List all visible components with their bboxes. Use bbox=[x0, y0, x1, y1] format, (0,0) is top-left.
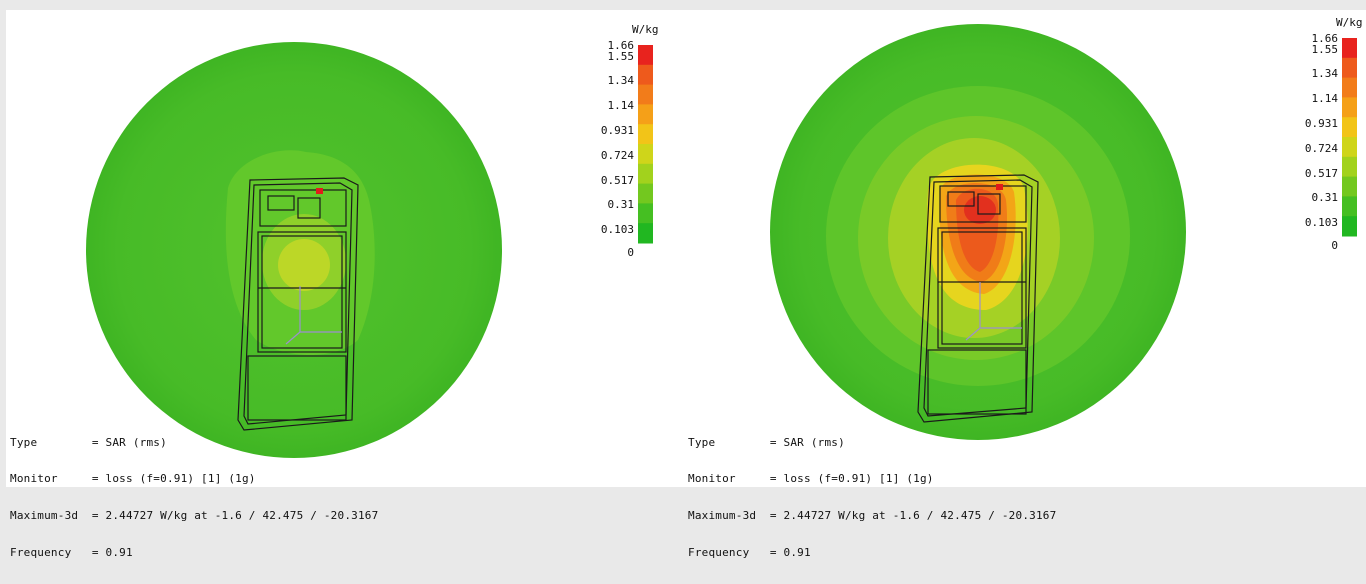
sar-panel-right: W/kg 1.66 1.55 1.34 1.14 0.931 0.724 0.517 0.31… bbox=[684, 10, 1366, 559]
colorbar-tick-label: 0.31 bbox=[608, 198, 635, 211]
frequency-value: = 0.91 bbox=[769, 546, 811, 560]
colorbar-segment bbox=[1342, 216, 1357, 237]
colorbar-segment bbox=[1342, 117, 1357, 138]
type-label: Type bbox=[688, 435, 716, 449]
colorbar-segment bbox=[638, 64, 653, 86]
colorbar-tick-label: 0.931 bbox=[601, 124, 634, 137]
sar-hotspot-peak bbox=[964, 196, 996, 224]
monitor-value: = loss (f=0.91) [1] (1g) bbox=[769, 472, 934, 486]
type-value: = SAR (rms) bbox=[769, 435, 845, 449]
colorbar-tick-label: 1.66 bbox=[608, 39, 635, 52]
colorbar-tick-label: 0 bbox=[1331, 239, 1338, 252]
sar-panel-left: W/kg 1.66 1.55 1.34 1.14 0.931 0.724 0.517 0.31… bbox=[6, 10, 684, 559]
frequency-label: Frequency bbox=[688, 546, 750, 560]
type-value: = SAR (rms) bbox=[91, 435, 167, 449]
colorbar-segment bbox=[1342, 156, 1357, 178]
colorbar-tick-label: 0.517 bbox=[601, 174, 634, 187]
colorbar-segment bbox=[638, 144, 653, 165]
colorbar-tick-label: 1.14 bbox=[1312, 92, 1339, 105]
maximum-label: Maximum-3d bbox=[10, 509, 79, 523]
frequency-label: Frequency bbox=[10, 546, 72, 560]
phone-model-outline bbox=[917, 174, 1039, 423]
maximum-value: = 2.44727 W/kg at -1.6 / 42.475 / -20.31… bbox=[769, 509, 1057, 523]
colorbar-segment bbox=[638, 223, 653, 244]
monitor-value: = loss (f=0.91) [1] (1g) bbox=[91, 472, 256, 486]
colorbar-segment bbox=[638, 163, 653, 185]
colorbar-segment bbox=[638, 84, 653, 105]
sar-comparison-page: W/kg 1.66 1.55 1.34 1.14 0.931 0.724 0.517 0.31… bbox=[6, 10, 1366, 559]
feed-point-marker bbox=[316, 188, 323, 194]
colorbar-left: W/kg 1.661.55 1.34 1.14 0.931 0.724 0.517 0.31… bbox=[601, 23, 659, 259]
colorbar-tick-label: 1.14 bbox=[608, 99, 635, 112]
maximum-value: = 2.44727 W/kg at -1.6 / 42.475 / -20.31… bbox=[91, 509, 379, 523]
colorbar-segment bbox=[1342, 176, 1357, 197]
colorbar-segment bbox=[1342, 137, 1357, 158]
colorbar-tick-label: 1.55 bbox=[608, 50, 635, 63]
colorbar-segment bbox=[638, 104, 653, 125]
sar-plot-right: W/kg 1.661.55 1.34 1.14 0.931 0.724 0.517 0.31… bbox=[770, 16, 1363, 440]
phone-model-outline bbox=[237, 177, 359, 431]
type-label: Type bbox=[10, 435, 38, 449]
colorbar-tick-label: 1.34 bbox=[608, 74, 635, 87]
colorbar-tick-label: 0.517 bbox=[1305, 167, 1338, 180]
monitor-label: Monitor bbox=[10, 472, 58, 486]
colorbar-tick-label: 1.66 bbox=[1312, 32, 1339, 45]
colorbar-segment bbox=[638, 203, 653, 224]
colorbar-segment bbox=[638, 45, 653, 66]
colorbar-segment bbox=[1342, 77, 1357, 98]
colorbar-tick-label: 1.55 bbox=[1312, 43, 1339, 56]
colorbar-right: W/kg 1.661.55 1.34 1.14 0.931 0.724 0.517 0.31… bbox=[1305, 16, 1363, 252]
colorbar-tick-label: 0.31 bbox=[1312, 191, 1339, 204]
sar-contour-inner bbox=[278, 239, 330, 291]
colorbar-tick-label: 0.724 bbox=[601, 149, 634, 162]
colorbar-segment bbox=[1342, 57, 1357, 79]
colorbar-segment bbox=[1342, 97, 1357, 118]
colorbar-tick-label: 0.724 bbox=[1305, 142, 1338, 155]
frequency-value: = 0.91 bbox=[91, 546, 133, 560]
colorbar-segment bbox=[638, 124, 653, 145]
sar-plot-left: W/kg 1.661.55 1.34 1.14 0.931 0.724 0.517 0.31… bbox=[86, 23, 659, 458]
colorbar-unit: W/kg bbox=[632, 23, 659, 36]
sar-info-block: Type = SAR (rms) Monitor = loss (f=0.91)… bbox=[688, 412, 1056, 584]
colorbar-segment bbox=[638, 183, 653, 204]
colorbar-tick-label: 1.34 bbox=[1312, 67, 1339, 80]
feed-point-marker bbox=[996, 184, 1003, 190]
colorbar-tick-label: 0.103 bbox=[601, 223, 634, 236]
monitor-label: Monitor bbox=[688, 472, 736, 486]
sar-info-block: Type = SAR (rms) Monitor = loss (f=0.91)… bbox=[10, 412, 378, 584]
colorbar-tick-label: 0 bbox=[627, 246, 634, 259]
colorbar-tick-label: 0.931 bbox=[1305, 117, 1338, 130]
colorbar-tick-label: 0.103 bbox=[1305, 216, 1338, 229]
maximum-label: Maximum-3d bbox=[688, 509, 757, 523]
colorbar-segment bbox=[1342, 196, 1357, 217]
colorbar-segment bbox=[1342, 38, 1357, 59]
colorbar-unit: W/kg bbox=[1336, 16, 1363, 29]
